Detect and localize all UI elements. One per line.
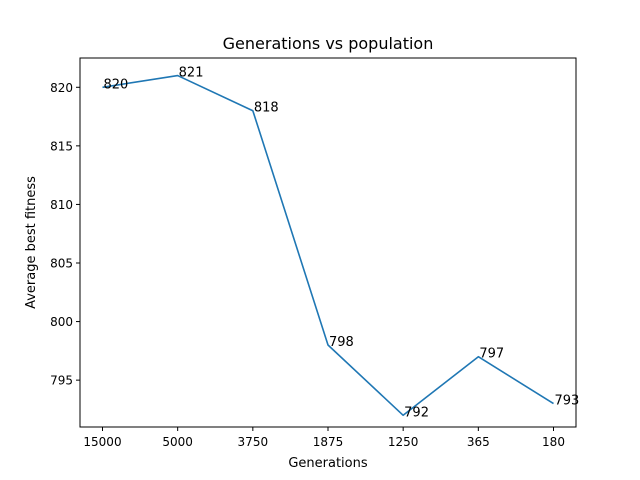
y-tick-label: 810 (50, 198, 73, 212)
data-labels: 820 821 818 798 792 797 793 (104, 66, 580, 421)
y-tick-label: 820 (50, 81, 73, 95)
x-axis-label: Generations (288, 456, 368, 471)
x-tick-label: 3750 (238, 435, 269, 449)
data-label: 818 (254, 101, 279, 116)
x-tick-label: 1875 (313, 435, 344, 449)
data-label: 798 (329, 335, 354, 350)
x-tick-label: 1250 (388, 435, 419, 449)
data-label: 821 (179, 66, 204, 81)
y-axis-ticks: 795 800 805 810 815 820 (50, 81, 80, 388)
x-tick-label: 5000 (162, 435, 193, 449)
data-label: 792 (404, 405, 429, 420)
plot-area-frame (79, 57, 577, 428)
y-axis-label: Average best fitness (24, 176, 39, 309)
x-tick-label: 180 (542, 435, 565, 449)
y-tick-label: 800 (50, 315, 73, 329)
y-tick-label: 795 (50, 374, 73, 388)
data-label: 793 (555, 394, 580, 409)
chart-title: Generations vs population (223, 34, 434, 53)
x-tick-label: 365 (467, 435, 490, 449)
x-tick-label: 15000 (83, 435, 121, 449)
data-label: 797 (479, 347, 504, 362)
x-axis-ticks: 15000 5000 3750 1875 1250 365 180 (83, 427, 565, 449)
y-tick-label: 805 (50, 257, 73, 271)
series-line (102, 74, 554, 417)
y-tick-label: 815 (50, 139, 73, 153)
data-label: 820 (104, 77, 129, 92)
